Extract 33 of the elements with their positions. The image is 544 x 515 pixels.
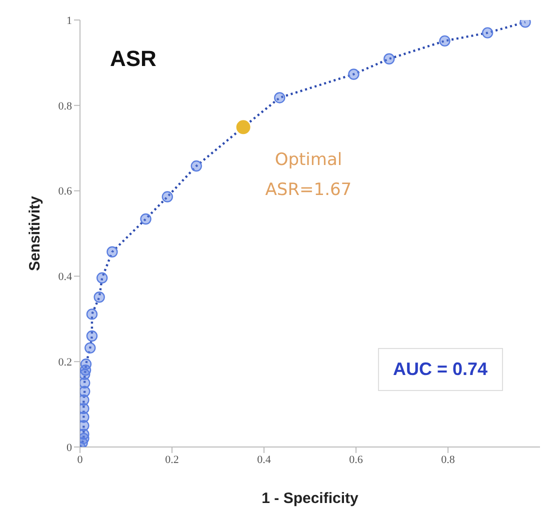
point [96,272,108,284]
y-tick-label: 1 [66,14,72,27]
x-tick-label: 0.6 [349,454,364,466]
y-tick-label: 0 [66,442,72,454]
x-tick-label: 0 [77,454,84,466]
x-tick-label: 0.2 [165,454,179,466]
x-tick-label: 0.8 [441,454,456,466]
point [86,308,98,320]
point [80,386,90,398]
y-tick-label: 0.2 [58,356,72,369]
point [80,358,92,370]
point [274,92,286,104]
point [86,330,98,342]
point [84,342,96,354]
y-tick-label: 0.8 [58,100,72,112]
point [384,53,395,64]
point [140,213,152,225]
point [106,246,118,258]
y-tick-label: 0.6 [58,186,72,198]
point [94,292,105,303]
x-axis-title: 1 - Specificity [262,490,360,507]
x-tick-label: 0.4 [257,454,272,466]
point [162,191,173,202]
point [190,160,202,172]
y-axis-title: Sensitivity [26,195,44,272]
point [439,35,450,47]
y-tick-label: 0.4 [58,271,72,284]
text: ASR [110,46,156,72]
point [80,377,90,389]
annotation: AUC = 0.74 [378,348,503,391]
point [482,27,494,38]
point [348,68,360,80]
annotation: Optimal ASR=1.67 [265,149,352,202]
